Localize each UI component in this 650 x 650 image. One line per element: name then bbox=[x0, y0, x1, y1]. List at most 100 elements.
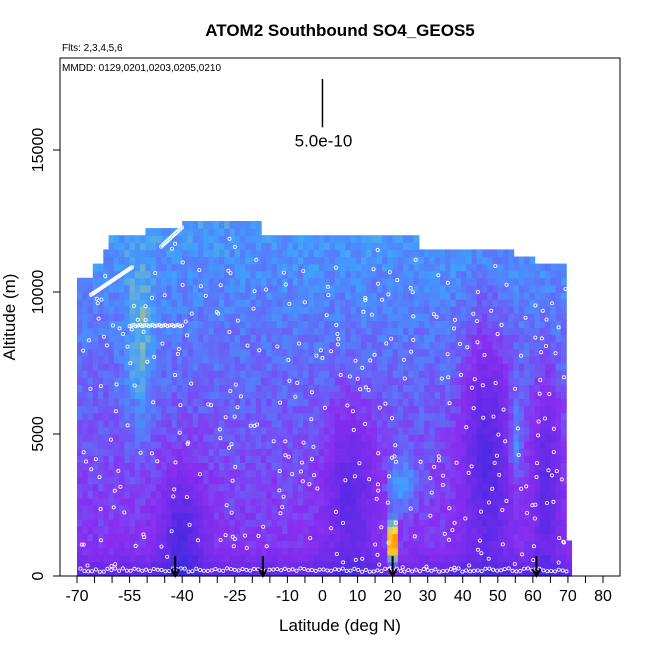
field-cell bbox=[345, 526, 352, 534]
field-cell bbox=[555, 412, 562, 421]
field-cell bbox=[455, 391, 462, 400]
field-cell bbox=[176, 561, 183, 570]
field-cell bbox=[261, 306, 267, 314]
field-cell bbox=[424, 384, 431, 392]
field-cell bbox=[303, 533, 310, 542]
field-cell bbox=[460, 270, 467, 279]
field-cell bbox=[392, 249, 399, 258]
field-cell bbox=[276, 448, 283, 456]
field-cell bbox=[492, 313, 499, 321]
field-cell bbox=[392, 497, 399, 506]
field-cell bbox=[397, 398, 404, 407]
field-cell bbox=[376, 242, 383, 250]
field-cell bbox=[555, 441, 562, 449]
field-cell bbox=[108, 370, 115, 378]
track-point bbox=[448, 567, 453, 572]
field-cell bbox=[382, 270, 388, 279]
curtain-field bbox=[77, 221, 573, 577]
field-cell bbox=[371, 533, 378, 542]
field-cell bbox=[219, 561, 225, 570]
field-cell bbox=[229, 334, 236, 343]
field-cell bbox=[234, 434, 241, 442]
track-point bbox=[563, 287, 568, 292]
field-cell bbox=[255, 398, 262, 407]
field-cell bbox=[208, 299, 215, 307]
field-cell bbox=[355, 490, 362, 499]
field-cell bbox=[213, 568, 220, 577]
field-cell bbox=[266, 547, 273, 556]
track-point bbox=[232, 567, 237, 572]
field-cell bbox=[108, 412, 115, 421]
field-cell bbox=[497, 483, 504, 492]
field-cell bbox=[261, 547, 267, 556]
field-cell bbox=[229, 448, 236, 456]
field-cell bbox=[82, 405, 89, 414]
track-point bbox=[530, 503, 535, 508]
field-cell bbox=[334, 256, 341, 265]
field-cell bbox=[187, 476, 194, 485]
field-cell bbox=[524, 490, 530, 499]
field-cell bbox=[182, 391, 189, 400]
field-cell bbox=[460, 490, 467, 499]
field-cell bbox=[245, 363, 252, 371]
field-cell bbox=[140, 355, 146, 364]
field-cell bbox=[334, 505, 341, 513]
field-cell bbox=[566, 568, 573, 577]
field-cell bbox=[529, 469, 536, 478]
field-cell bbox=[145, 412, 152, 421]
field-cell bbox=[429, 455, 436, 463]
field-cell bbox=[408, 299, 415, 307]
field-cell bbox=[392, 384, 399, 392]
field-cell bbox=[213, 419, 220, 428]
track-point bbox=[317, 567, 322, 572]
field-cell bbox=[450, 306, 457, 314]
field-cell bbox=[560, 469, 567, 478]
field-cell bbox=[208, 490, 215, 499]
field-cell bbox=[229, 256, 236, 265]
field-cell bbox=[303, 412, 310, 421]
field-cell bbox=[245, 327, 252, 336]
field-cell bbox=[492, 277, 499, 286]
field-cell bbox=[513, 405, 520, 414]
field-cell bbox=[387, 441, 394, 449]
field-cell bbox=[234, 526, 241, 534]
field-cell bbox=[124, 370, 131, 378]
field-cell bbox=[487, 483, 494, 492]
field-cell bbox=[550, 348, 557, 357]
field-cell bbox=[255, 462, 262, 471]
field-cell bbox=[98, 355, 104, 364]
field-cell bbox=[534, 299, 541, 307]
field-cell bbox=[166, 490, 173, 499]
field-cell bbox=[213, 256, 220, 265]
field-cell bbox=[129, 434, 136, 442]
field-cell bbox=[171, 533, 178, 542]
field-cell bbox=[203, 384, 210, 392]
field-cell bbox=[261, 540, 267, 549]
field-cell bbox=[392, 434, 399, 442]
field-cell bbox=[176, 490, 183, 499]
field-cell bbox=[371, 419, 378, 428]
field-cell bbox=[560, 547, 567, 556]
field-cell bbox=[487, 412, 494, 421]
field-cell bbox=[129, 469, 136, 478]
field-cell bbox=[134, 405, 141, 414]
field-cell bbox=[539, 419, 546, 428]
track-point bbox=[384, 341, 389, 346]
field-cell bbox=[382, 490, 388, 499]
field-cell bbox=[371, 441, 378, 449]
field-cell bbox=[318, 235, 325, 243]
field-cell bbox=[182, 221, 189, 229]
track-point bbox=[539, 350, 544, 355]
field-cell bbox=[361, 434, 367, 442]
field-cell bbox=[318, 505, 325, 513]
field-cell bbox=[203, 348, 210, 357]
field-cell bbox=[271, 462, 278, 471]
track-point bbox=[121, 331, 126, 336]
field-cell bbox=[524, 327, 530, 336]
field-cell bbox=[134, 348, 141, 357]
field-cell bbox=[161, 412, 168, 421]
field-cell bbox=[192, 377, 199, 385]
field-cell bbox=[460, 355, 467, 364]
field-cell bbox=[424, 263, 431, 272]
field-cell bbox=[350, 434, 357, 442]
